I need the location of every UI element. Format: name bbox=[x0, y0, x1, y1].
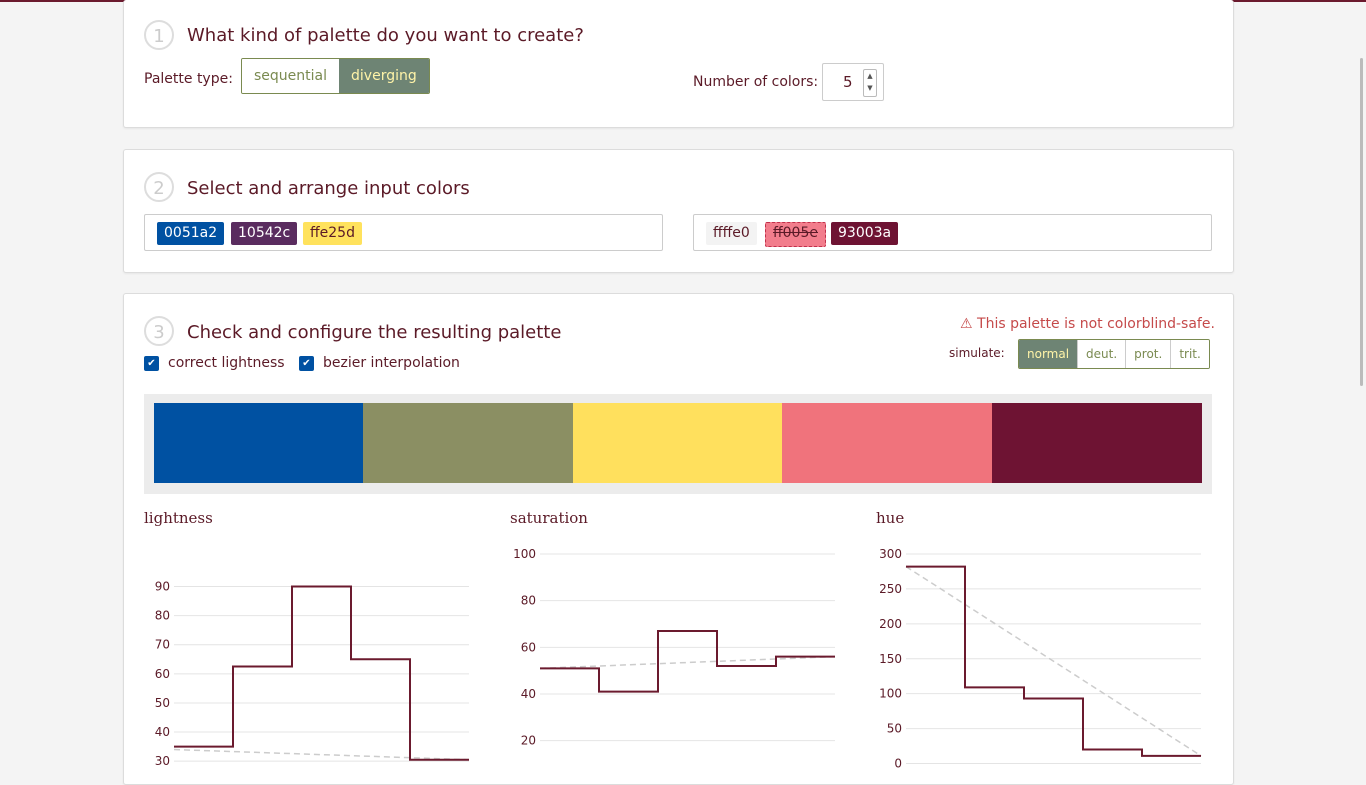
colorblind-warning: ⚠ This palette is not colorblind-safe. bbox=[960, 316, 1215, 332]
y-tick-label: 150 bbox=[879, 652, 902, 666]
y-tick-label: 80 bbox=[155, 609, 170, 623]
y-tick-label: 60 bbox=[155, 667, 170, 681]
right-colors-input[interactable]: ffffe0 ff005e 93003a bbox=[693, 214, 1212, 251]
step-title-2: Select and arrange input colors bbox=[187, 178, 470, 199]
y-tick-label: 250 bbox=[879, 582, 902, 596]
lightness-chart: lightness 30 40 50 60 70 80 90 bbox=[144, 509, 474, 779]
step-line bbox=[540, 630, 835, 693]
panel-palette-type: 1 What kind of palette do you want to cr… bbox=[123, 0, 1234, 128]
color-chip-left-3[interactable]: ffe25d bbox=[303, 222, 362, 245]
y-tick-label: 50 bbox=[155, 696, 170, 710]
y-tick-label: 300 bbox=[879, 547, 902, 561]
palette-swatch[interactable] bbox=[782, 403, 992, 483]
reference-curve bbox=[905, 565, 1202, 757]
step-line bbox=[906, 565, 1201, 757]
reference-curve bbox=[539, 655, 836, 670]
stepper-arrows-icon[interactable]: ▲ ▼ bbox=[863, 69, 877, 97]
y-tick-label: 0 bbox=[894, 757, 902, 771]
palette-preview bbox=[144, 394, 1212, 494]
palette-type-sequential-button[interactable]: sequential bbox=[242, 59, 340, 93]
step-number-2: 2 bbox=[144, 172, 174, 202]
y-tick-label: 50 bbox=[887, 722, 902, 736]
y-tick-label: 30 bbox=[155, 754, 170, 768]
hue-plot: 0 50 100 150 200 250 300 bbox=[879, 547, 1202, 771]
palette-type-diverging-button[interactable]: diverging bbox=[339, 59, 429, 93]
palette-type-toggle: sequential diverging bbox=[241, 58, 430, 94]
color-chip-right-2[interactable]: ff005e bbox=[765, 222, 826, 247]
left-colors-input[interactable]: 0051a2 10542c ffe25d bbox=[144, 214, 663, 251]
bezier-interpolation-label: bezier interpolation bbox=[323, 355, 460, 371]
simulate-label: simulate: bbox=[949, 346, 1005, 360]
chart-title: lightness bbox=[144, 509, 213, 527]
checkmark-icon: ✔ bbox=[144, 356, 159, 371]
step-number-3: 3 bbox=[144, 316, 174, 346]
y-tick-label: 40 bbox=[155, 725, 170, 739]
panel-input-colors: 2 Select and arrange input colors 0051a2… bbox=[123, 149, 1234, 273]
palette-type-label: Palette type: bbox=[144, 71, 233, 87]
step-number-1: 1 bbox=[144, 20, 174, 50]
checkmark-icon: ✔ bbox=[299, 356, 314, 371]
saturation-chart: saturation 20 40 60 80 100 bbox=[510, 509, 840, 779]
palette-swatch[interactable] bbox=[363, 403, 573, 483]
simulate-normal-button[interactable]: normal bbox=[1019, 340, 1078, 368]
y-tick-label: 100 bbox=[879, 687, 902, 701]
simulate-deut-button[interactable]: deut. bbox=[1077, 340, 1126, 368]
reference-curve bbox=[173, 748, 470, 761]
y-tick-label: 70 bbox=[155, 638, 170, 652]
color-chip-left-2[interactable]: 10542c bbox=[231, 222, 298, 245]
y-tick-label: 90 bbox=[155, 579, 170, 593]
chart-title: saturation bbox=[510, 509, 588, 527]
color-chip-right-3[interactable]: 93003a bbox=[831, 222, 899, 245]
palette-swatch[interactable] bbox=[154, 403, 364, 483]
y-tick-label: 200 bbox=[879, 617, 902, 631]
color-chip-right-1[interactable]: ffffe0 bbox=[706, 222, 757, 245]
saturation-plot: 20 40 60 80 100 bbox=[513, 547, 836, 748]
y-tick-label: 20 bbox=[521, 734, 536, 748]
number-of-colors-stepper[interactable]: 5 ▲ ▼ bbox=[822, 63, 884, 101]
number-of-colors-label: Number of colors: bbox=[693, 74, 819, 90]
palette-swatch[interactable] bbox=[992, 403, 1202, 483]
color-chip-left-1[interactable]: 0051a2 bbox=[157, 222, 225, 245]
correct-lightness-label: correct lightness bbox=[168, 355, 285, 371]
step-title-3: Check and configure the resulting palett… bbox=[187, 322, 562, 343]
simulate-prot-button[interactable]: prot. bbox=[1125, 340, 1171, 368]
chart-title: hue bbox=[876, 509, 905, 527]
y-tick-label: 40 bbox=[521, 687, 536, 701]
hue-chart: hue 0 50 100 150 200 250 300 bbox=[876, 509, 1206, 779]
scrollbar[interactable] bbox=[1360, 58, 1363, 386]
step-title-1: What kind of palette do you want to crea… bbox=[187, 25, 584, 46]
simulate-toggle: normal deut. prot. trit. bbox=[1018, 339, 1210, 369]
y-tick-label: 60 bbox=[521, 640, 536, 654]
palette-swatch[interactable] bbox=[573, 403, 783, 483]
warning-triangle-icon: ⚠ bbox=[960, 316, 973, 332]
colorblind-warning-text: This palette is not colorblind-safe. bbox=[977, 316, 1215, 332]
lightness-plot: 30 40 50 60 70 80 90 bbox=[155, 579, 470, 768]
number-of-colors-value: 5 bbox=[843, 73, 853, 91]
y-tick-label: 80 bbox=[521, 594, 536, 608]
simulate-trit-button[interactable]: trit. bbox=[1170, 340, 1209, 368]
y-tick-label: 100 bbox=[513, 547, 536, 561]
panel-resulting-palette: 3 Check and configure the resulting pale… bbox=[123, 293, 1234, 785]
step-line bbox=[174, 585, 469, 761]
